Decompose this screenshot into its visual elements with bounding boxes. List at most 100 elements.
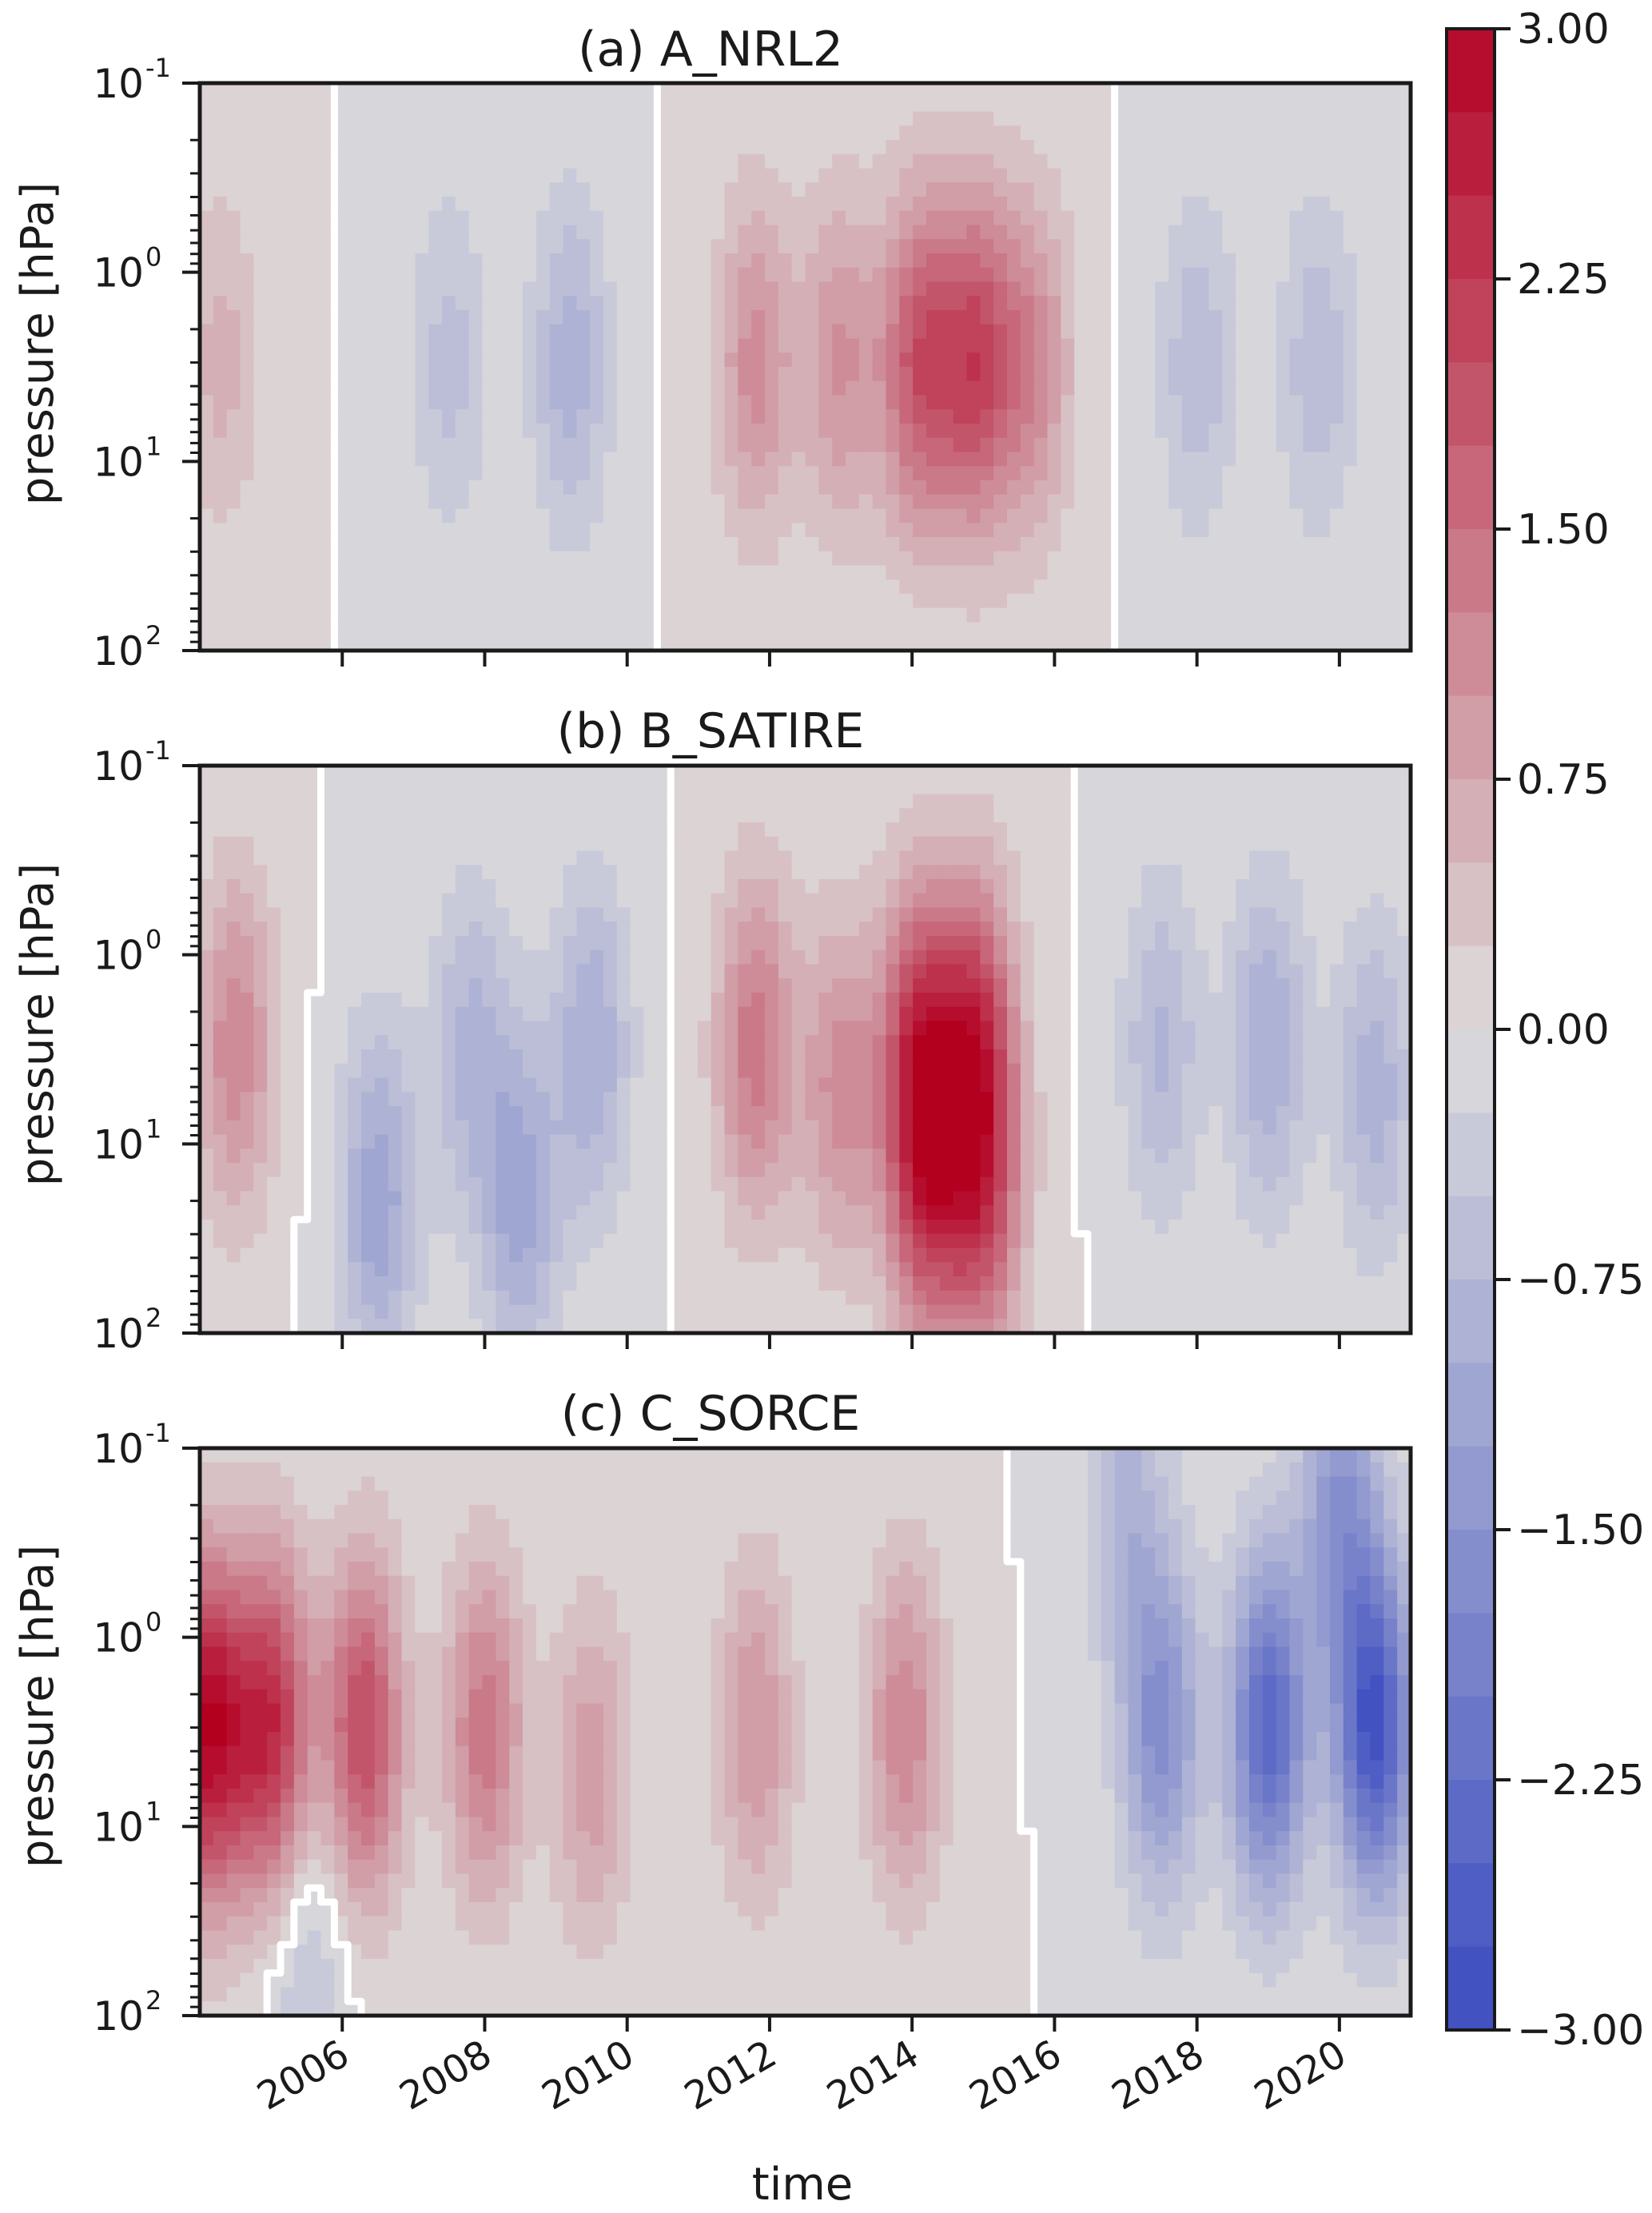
y-tick-label: 10 <box>93 61 144 107</box>
heatmap-cell <box>240 324 255 340</box>
heatmap-cell <box>240 893 255 909</box>
heatmap-cell <box>1397 182 1411 197</box>
heatmap-cell <box>1033 508 1049 524</box>
heatmap-cell <box>1181 140 1196 155</box>
heatmap-cell <box>1020 239 1035 254</box>
heatmap-cell <box>1236 523 1250 538</box>
heatmap-cell <box>1088 409 1102 424</box>
heatmap-cell <box>697 367 712 382</box>
heatmap-cell <box>778 921 793 937</box>
heatmap-cell <box>711 879 726 894</box>
heatmap-cell <box>213 622 228 638</box>
heatmap-cell <box>1303 508 1317 524</box>
heatmap-cell <box>442 140 456 155</box>
heatmap-cell <box>1141 197 1156 212</box>
heatmap-cell <box>818 452 833 468</box>
heatmap-cell <box>953 779 968 795</box>
heatmap-cell <box>886 153 901 169</box>
heatmap-cell <box>334 822 348 838</box>
heatmap-cell <box>200 523 214 538</box>
heatmap-cell <box>1316 168 1331 184</box>
heatmap-cell <box>1141 494 1156 510</box>
heatmap-cell <box>388 879 403 894</box>
heatmap-cell <box>1141 168 1156 184</box>
heatmap-cell <box>913 352 927 368</box>
heatmap-cell <box>1316 83 1331 98</box>
heatmap-cell <box>348 182 362 197</box>
heatmap-cell <box>468 508 484 524</box>
heatmap-cell <box>980 794 994 810</box>
heatmap-cell <box>1208 836 1224 852</box>
heatmap-cell <box>523 622 537 638</box>
heatmap-cell <box>643 850 659 866</box>
heatmap-cell <box>1222 822 1236 838</box>
heatmap-cell <box>388 565 403 581</box>
heatmap-cell <box>590 225 604 241</box>
heatmap-cell <box>1276 822 1291 838</box>
heatmap-cell <box>846 182 860 197</box>
heatmap-cell <box>1181 636 1196 651</box>
heatmap-cell <box>374 395 389 411</box>
heatmap-cell <box>549 239 564 254</box>
heatmap-cell <box>1343 508 1358 524</box>
heatmap-cell <box>832 310 846 325</box>
heatmap-cell <box>1262 879 1277 894</box>
heatmap-cell <box>899 324 914 340</box>
heatmap-cell <box>348 480 362 496</box>
heatmap-cell <box>1222 494 1236 510</box>
heatmap-cell <box>1356 168 1371 184</box>
heatmap-cell <box>509 437 523 453</box>
heatmap-cell <box>1114 921 1129 937</box>
heatmap-cell <box>953 182 968 197</box>
heatmap-cell <box>1249 168 1264 184</box>
heatmap-cell <box>549 210 564 226</box>
heatmap-cell <box>872 197 887 212</box>
heatmap-cell <box>281 452 295 468</box>
heatmap-cell <box>200 508 214 524</box>
heatmap-cell <box>1236 850 1250 866</box>
heatmap-cell <box>738 153 752 169</box>
heatmap-cell <box>240 607 255 623</box>
heatmap-cell <box>213 352 228 368</box>
heatmap-cell <box>684 111 699 127</box>
heatmap-cell <box>1397 508 1411 524</box>
heatmap-cell <box>468 125 484 141</box>
heatmap-cell <box>1020 437 1035 453</box>
heatmap-cell <box>1128 622 1143 638</box>
heatmap-cell <box>1303 836 1317 852</box>
heatmap-cell <box>899 140 914 155</box>
heatmap-cell <box>1155 480 1169 496</box>
heatmap-cell <box>240 565 255 581</box>
heatmap-cell <box>1061 239 1075 254</box>
heatmap-cell <box>980 424 994 439</box>
heatmap-cell <box>226 907 241 923</box>
heatmap-cell <box>388 168 403 184</box>
heatmap-cell <box>791 636 806 651</box>
heatmap-cell <box>1141 779 1156 795</box>
heatmap-cell <box>549 565 564 581</box>
heatmap-cell <box>1316 565 1331 581</box>
heatmap-cell <box>1343 210 1358 226</box>
heatmap-cell <box>858 424 874 439</box>
heatmap-cell <box>1316 182 1331 197</box>
heatmap-cell <box>724 822 739 838</box>
heatmap-cell <box>415 523 429 538</box>
heatmap-cell <box>388 296 403 311</box>
heatmap-cell <box>966 565 981 581</box>
heatmap-cell <box>401 153 416 169</box>
heatmap-cell <box>213 424 228 439</box>
heatmap-cell <box>468 367 484 382</box>
heatmap-cell <box>1033 466 1049 481</box>
heatmap-cell <box>1020 125 1035 141</box>
heatmap-cell <box>1168 153 1183 169</box>
heatmap-cell <box>374 936 389 951</box>
heatmap-cell <box>886 865 901 880</box>
heatmap-cell <box>953 766 968 781</box>
heatmap-cell <box>1316 310 1331 325</box>
heatmap-cell <box>281 836 295 852</box>
heatmap-cell <box>818 352 833 368</box>
heatmap-cell <box>1262 338 1277 354</box>
heatmap-cell <box>226 125 241 141</box>
heatmap-cell <box>253 395 268 411</box>
heatmap-cell <box>1222 594 1236 609</box>
